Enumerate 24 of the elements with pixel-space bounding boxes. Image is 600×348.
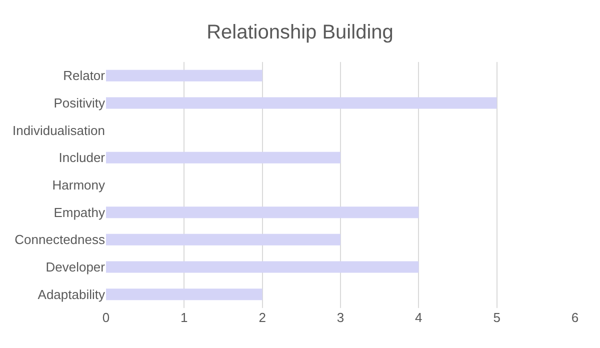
bar (106, 234, 340, 246)
x-tick-label: 5 (493, 310, 500, 325)
x-tick-label: 1 (180, 310, 188, 325)
y-tick-label: Connectedness (14, 232, 106, 248)
x-tick-label: 4 (415, 310, 422, 325)
bar (106, 152, 340, 164)
bar (106, 261, 419, 273)
y-tick-label: Developer (46, 260, 106, 275)
bar (106, 70, 262, 82)
y-tick-label: Empathy (54, 204, 106, 220)
x-tick-label: 0 (102, 310, 110, 325)
chart-title: Relationship Building (206, 21, 394, 44)
bar (106, 206, 419, 218)
y-tick-label: Includer (58, 150, 106, 166)
y-tick-label: Relator (63, 68, 106, 84)
x-tick-label: 6 (571, 310, 579, 325)
bar (106, 288, 262, 300)
y-tick-label: Harmony (52, 178, 106, 193)
x-tick-label: 3 (336, 310, 344, 325)
x-tick-label: 2 (258, 310, 266, 325)
bar (106, 97, 497, 109)
y-tick-label: Individualisation (12, 122, 105, 138)
y-tick-label: Positivity (54, 96, 106, 111)
y-tick-label: Adaptability (38, 286, 106, 302)
